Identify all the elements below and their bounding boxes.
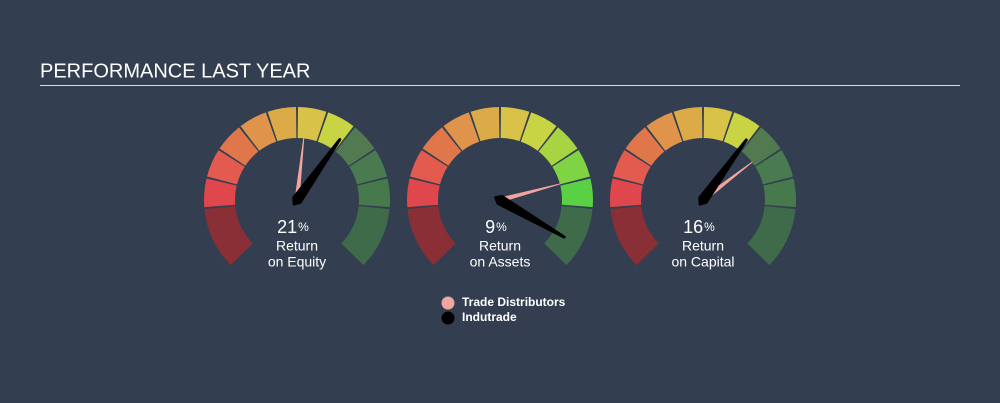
value-number: 16	[683, 217, 703, 237]
needle	[494, 195, 566, 239]
gauge-label: Return	[276, 238, 318, 254]
gauge-segment	[560, 178, 593, 208]
gauge-segment	[207, 150, 245, 185]
needle	[698, 138, 748, 206]
gauge-label: on Capital	[671, 254, 734, 270]
gauge-segment	[240, 112, 277, 151]
gauge-segment	[317, 112, 354, 151]
gauge-segment	[349, 150, 387, 185]
gauge-segment	[267, 107, 297, 142]
gauge-segment	[613, 150, 651, 185]
value-number: 9	[485, 217, 495, 237]
gauge-label: on Equity	[268, 254, 326, 270]
gauge-label: on Assets	[470, 254, 531, 270]
value-label: 21%	[277, 217, 309, 237]
gauge-segment	[755, 150, 793, 185]
gauge-segment	[552, 150, 590, 185]
gauge-segment	[443, 112, 480, 151]
gauge-segment	[763, 178, 796, 208]
gauge-segment	[407, 206, 456, 266]
gauge-segment	[410, 150, 448, 185]
gauge-segment	[204, 206, 253, 266]
value-unit: %	[704, 220, 715, 234]
gauge-segment	[703, 107, 733, 142]
gauge-segment	[357, 178, 390, 208]
gauge-segment	[219, 127, 259, 166]
legend-marker	[441, 296, 455, 310]
legend-label: Trade Distributors	[462, 295, 566, 309]
gauge-segment	[646, 112, 683, 151]
gauge-label: Return	[682, 238, 724, 254]
value-number: 21	[277, 217, 297, 237]
gauge-segment	[341, 206, 390, 266]
gauge-segment	[335, 127, 375, 166]
gauge-segment	[422, 127, 462, 166]
gauge-segment	[741, 127, 781, 166]
value-label: 16%	[683, 217, 715, 237]
legend-marker	[441, 311, 455, 325]
gauge-segment	[610, 178, 643, 208]
gauge-segment	[723, 112, 760, 151]
gauge-segment	[747, 206, 796, 266]
chart-title: PERFORMANCE LAST YEAR	[40, 60, 310, 82]
gauge-segment	[297, 107, 327, 142]
gauge-segment	[520, 112, 557, 151]
gauge-segment	[407, 178, 440, 208]
legend-label: Indutrade	[462, 310, 517, 324]
gauge-segment	[625, 127, 665, 166]
value-unit: %	[496, 220, 507, 234]
gauge-segment	[538, 127, 578, 166]
gauge-segment	[544, 206, 593, 266]
value-label: 9%	[485, 217, 507, 237]
gauge-segment	[470, 107, 500, 142]
gauge-segment	[610, 206, 659, 266]
value-unit: %	[298, 220, 309, 234]
gauge-segment	[673, 107, 703, 142]
gauge-label: Return	[479, 238, 521, 254]
gauge-segment	[500, 107, 530, 142]
gauge-segment	[203, 178, 237, 208]
needle	[292, 138, 342, 206]
